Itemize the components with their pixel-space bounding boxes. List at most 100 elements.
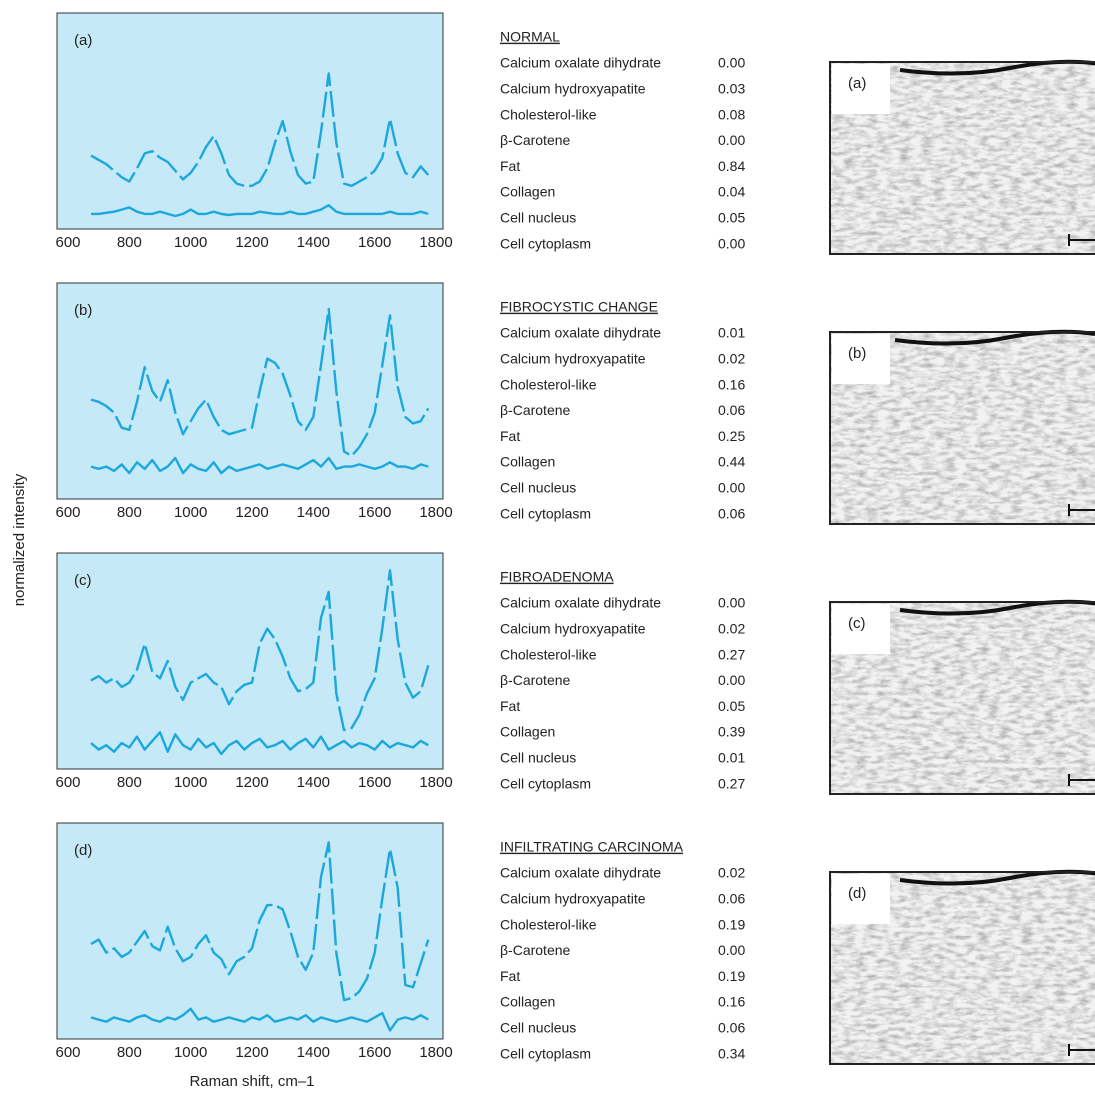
component-name: β-Carotene <box>500 132 571 148</box>
x-axis-label: Raman shift, cm–1 <box>189 1073 314 1090</box>
component-name: β-Carotene <box>500 402 571 418</box>
component-value: 0.02 <box>718 621 745 637</box>
component-value: 0.05 <box>718 698 745 714</box>
component-name: Cell cytoplasm <box>500 505 591 521</box>
x-tick-label: 600 <box>55 504 80 521</box>
component-value: 0.06 <box>718 505 745 521</box>
component-name: Cell cytoplasm <box>500 235 591 251</box>
component-value: 0.27 <box>718 775 745 791</box>
table-title: FIBROADENOMA <box>500 569 614 585</box>
component-value: 0.44 <box>718 454 745 470</box>
x-tick-label: 1200 <box>235 1044 268 1061</box>
component-name: Cholesterol-like <box>500 916 597 932</box>
image-label: (b) <box>848 345 866 362</box>
component-value: 0.25 <box>718 428 745 444</box>
x-tick-label: 1400 <box>297 504 330 521</box>
image-label: (d) <box>848 885 866 902</box>
spectrum-line <box>90 72 430 187</box>
component-value: 0.34 <box>718 1045 745 1061</box>
component-name: Collagen <box>500 994 555 1010</box>
spectrum-line <box>90 307 430 457</box>
component-name: Cell cytoplasm <box>500 1045 591 1061</box>
panel-label: (b) <box>74 302 92 319</box>
x-tick-label: 800 <box>117 234 142 251</box>
component-value: 0.00 <box>718 132 745 148</box>
component-name: Calcium oxalate dihydrate <box>500 865 661 881</box>
component-name: Collagen <box>500 454 555 470</box>
component-name: Fat <box>500 158 520 174</box>
scale-bar <box>1068 504 1095 516</box>
component-value: 0.00 <box>718 55 745 71</box>
component-value: 0.16 <box>718 376 745 392</box>
component-value: 0.04 <box>718 184 745 200</box>
component-name: Cell nucleus <box>500 750 576 766</box>
component-value: 0.08 <box>718 106 745 122</box>
component-value: 0.00 <box>718 235 745 251</box>
component-value: 0.03 <box>718 81 745 97</box>
table-title: FIBROCYSTIC CHANGE <box>500 299 658 315</box>
component-value: 0.00 <box>718 480 745 496</box>
component-name: Calcium oxalate dihydrate <box>500 325 661 341</box>
x-tick-label: 1000 <box>174 774 207 791</box>
component-value: 0.00 <box>718 942 745 958</box>
component-name: β-Carotene <box>500 672 571 688</box>
plot-area <box>56 552 444 770</box>
x-tick-label: 1200 <box>235 774 268 791</box>
component-value: 0.02 <box>718 351 745 367</box>
x-tick-label: 1800 <box>419 504 452 521</box>
component-name: Calcium oxalate dihydrate <box>500 595 661 611</box>
component-value: 0.05 <box>718 210 745 226</box>
component-name: Cholesterol-like <box>500 646 597 662</box>
component-name: Calcium hydroxyapatite <box>500 621 646 637</box>
x-tick-label: 800 <box>117 774 142 791</box>
component-name: Calcium oxalate dihydrate <box>500 55 661 71</box>
component-value: 0.19 <box>718 968 745 984</box>
x-tick-label: 600 <box>55 774 80 791</box>
label-box <box>832 604 890 654</box>
component-value: 0.01 <box>718 750 745 766</box>
spectrum-line <box>90 1007 429 1032</box>
plot-area <box>56 12 444 230</box>
image-label: (a) <box>848 75 866 92</box>
component-name: Collagen <box>500 724 555 740</box>
x-tick-label: 600 <box>55 1044 80 1061</box>
component-value: 0.01 <box>718 325 745 341</box>
x-tick-label: 1200 <box>235 504 268 521</box>
component-value: 0.19 <box>718 916 745 932</box>
component-name: Calcium hydroxyapatite <box>500 351 646 367</box>
label-box <box>832 64 890 114</box>
image-label: (c) <box>848 615 866 632</box>
component-name: Cell nucleus <box>500 480 576 496</box>
component-name: Fat <box>500 968 520 984</box>
x-tick-label: 1400 <box>297 234 330 251</box>
component-name: Cell nucleus <box>500 210 576 226</box>
table-title: INFILTRATING CARCINOMA <box>500 839 684 855</box>
micrograph-frame <box>829 331 1095 525</box>
x-tick-label: 1600 <box>358 1044 391 1061</box>
panel-label: (a) <box>74 32 92 49</box>
x-tick-label: 800 <box>117 504 142 521</box>
x-tick-label: 1000 <box>174 234 207 251</box>
x-tick-label: 800 <box>117 1044 142 1061</box>
panel-label: (d) <box>74 842 92 859</box>
x-tick-label: 1800 <box>419 234 452 251</box>
component-value: 0.06 <box>718 891 745 907</box>
x-tick-label: 1600 <box>358 504 391 521</box>
micrograph-frame <box>829 871 1095 1065</box>
component-name: Calcium hydroxyapatite <box>500 891 646 907</box>
x-tick-label: 1000 <box>174 1044 207 1061</box>
component-value: 0.00 <box>718 672 745 688</box>
micrograph-frame <box>829 601 1095 795</box>
component-name: Cholesterol-like <box>500 106 597 122</box>
scale-bar <box>1068 774 1095 786</box>
component-name: Calcium hydroxyapatite <box>500 81 646 97</box>
component-value: 0.06 <box>718 402 745 418</box>
x-tick-label: 1200 <box>235 234 268 251</box>
spectrum-line <box>91 204 429 218</box>
spectrum-line <box>90 841 430 1002</box>
x-tick-label: 1600 <box>358 234 391 251</box>
x-tick-label: 1000 <box>174 504 207 521</box>
spectrum-line <box>90 569 430 732</box>
